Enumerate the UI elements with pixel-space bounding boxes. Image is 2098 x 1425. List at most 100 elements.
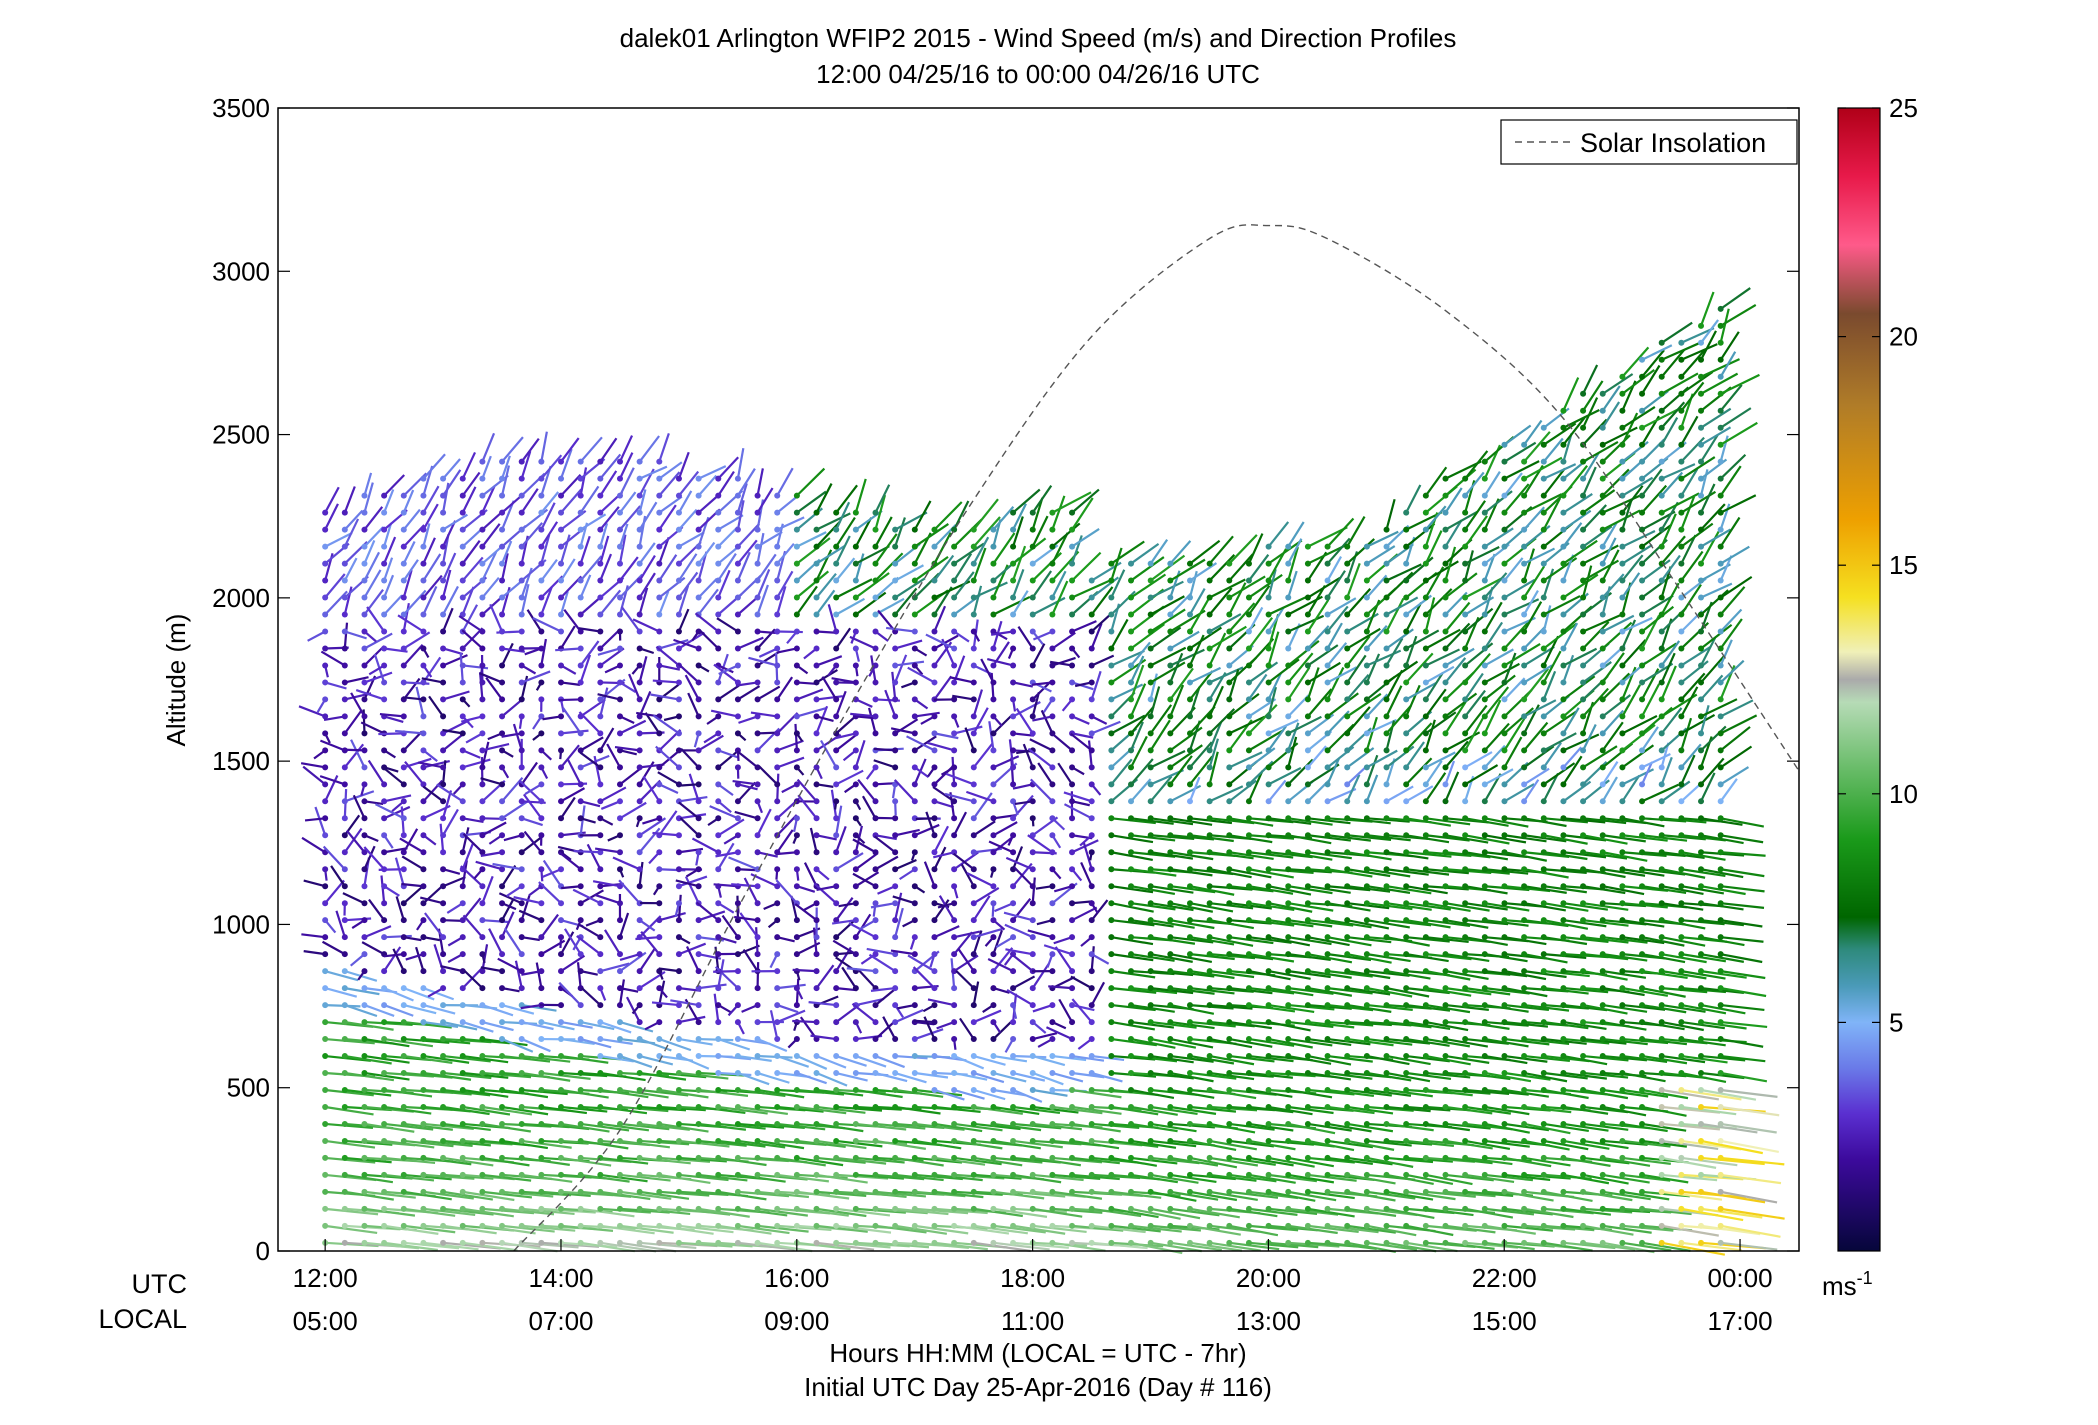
wind-barb: [501, 642, 514, 666]
wind-barb-dot: [322, 730, 329, 737]
wind-barb-dot: [1029, 1222, 1036, 1229]
wind-barb: [717, 783, 734, 797]
wind-barb: [796, 778, 818, 803]
wind-barb-dot: [1167, 560, 1174, 567]
wind-barb-dot: [1167, 628, 1174, 635]
wind-barb: [717, 470, 735, 497]
wind-barb-dot: [1324, 662, 1331, 669]
wind-barb: [639, 1139, 690, 1146]
wind-barb-dot: [1245, 611, 1252, 618]
wind-barb-dot: [754, 815, 761, 822]
wind-barb: [1248, 1105, 1294, 1114]
wind-barb-dot: [990, 526, 997, 533]
wind-barb: [934, 1105, 981, 1113]
wind-barb-dot: [1383, 1019, 1390, 1026]
wind-barb-dot: [1128, 883, 1135, 890]
wind-barb-dot: [774, 883, 781, 890]
wind-barb-dot: [833, 934, 840, 941]
wind-barb-dot: [1304, 679, 1311, 686]
wind-barb: [1326, 723, 1355, 752]
wind-barb-dot: [793, 1087, 800, 1094]
wind-barb-dot: [1324, 560, 1331, 567]
wind-barb-dot: [400, 764, 407, 771]
wind-barb-dot: [1304, 543, 1311, 550]
wind-barb-dot: [1226, 1154, 1233, 1161]
wind-barb-dot: [970, 917, 977, 924]
wind-barb: [1228, 602, 1256, 633]
wind-barb-dot: [911, 849, 918, 856]
wind-barb: [678, 1071, 729, 1080]
wind-barb-dot: [518, 1103, 525, 1110]
wind-barb-dot: [1344, 798, 1351, 805]
wind-barb-dot: [518, 1171, 525, 1178]
wind-barb-dot: [1403, 1222, 1410, 1229]
wind-barb: [1307, 1224, 1359, 1234]
wind-barb: [677, 490, 693, 514]
wind-barb-dot: [440, 815, 447, 822]
wind-barb: [1287, 640, 1320, 667]
wind-barb: [626, 996, 641, 1023]
wind-barb-dot: [872, 1137, 879, 1144]
wind-barb-dot: [499, 1120, 506, 1127]
wind-barb: [1170, 902, 1214, 913]
wind-barb-dot: [754, 577, 761, 584]
wind-barb-dot: [813, 1053, 820, 1060]
wind-barb: [1406, 936, 1450, 943]
wind-barb-dot: [636, 594, 643, 601]
wind-barb-dot: [1403, 798, 1410, 805]
wind-barb: [717, 684, 740, 701]
wind-barb: [599, 687, 609, 717]
wind-barb-dot: [1324, 1154, 1331, 1161]
wind-barb-dot: [341, 883, 348, 890]
wind-barb-dot: [636, 951, 643, 958]
wind-barb-dot: [990, 849, 997, 856]
wind-barb: [1209, 1241, 1261, 1252]
wind-barb: [855, 715, 877, 720]
wind-barb-dot: [381, 1222, 388, 1229]
wind-barb: [639, 1207, 691, 1216]
wind-barb-dot: [1069, 1019, 1076, 1026]
wind-barb-dot: [675, 1205, 682, 1212]
wind-barb-dot: [558, 458, 565, 465]
wind-barb-dot: [892, 1036, 899, 1043]
wind-barb-dot: [341, 815, 348, 822]
wind-barb: [677, 608, 690, 632]
wind-barb-dot: [1344, 883, 1351, 890]
wind-barb: [350, 692, 366, 717]
wind-barb-dot: [459, 985, 466, 992]
wind-barb: [600, 1156, 649, 1165]
wind-barb: [1288, 1173, 1335, 1184]
wind-barb-dot: [361, 764, 368, 771]
wind-barb-dot: [931, 1036, 938, 1043]
wind-barb-dot: [1422, 832, 1429, 839]
wind-barb-dot: [675, 611, 682, 618]
wind-barb-dot: [911, 679, 918, 686]
wind-barb-dot: [1226, 798, 1233, 805]
wind-barb: [1027, 929, 1053, 939]
wind-barb: [1229, 1207, 1278, 1218]
wind-barb-dot: [1363, 1002, 1370, 1009]
wind-barb: [925, 633, 955, 650]
wind-barb: [778, 647, 798, 654]
wind-barb-dot: [813, 1239, 820, 1246]
wind-barb-dot: [1128, 781, 1135, 788]
wind-barb-dot: [499, 1137, 506, 1144]
wind-barb-dot: [990, 747, 997, 754]
wind-barb: [325, 1139, 376, 1149]
wind-barb: [1366, 1054, 1410, 1066]
wind-barb: [560, 1054, 609, 1064]
wind-barb-dot: [675, 968, 682, 975]
wind-barb-dot: [754, 985, 761, 992]
wind-barb-dot: [1265, 832, 1272, 839]
wind-barb-dot: [892, 747, 899, 754]
wind-barb-dot: [440, 594, 447, 601]
wind-barb-dot: [1010, 1154, 1017, 1161]
wind-barb: [363, 540, 376, 564]
wind-barb: [1130, 705, 1155, 735]
wind-barb: [1406, 1004, 1451, 1012]
wind-barb: [420, 896, 444, 905]
wind-barb: [363, 482, 374, 513]
wind-barb-dot: [813, 798, 820, 805]
wind-barb: [559, 591, 569, 615]
wind-barb-dot: [577, 1002, 584, 1009]
